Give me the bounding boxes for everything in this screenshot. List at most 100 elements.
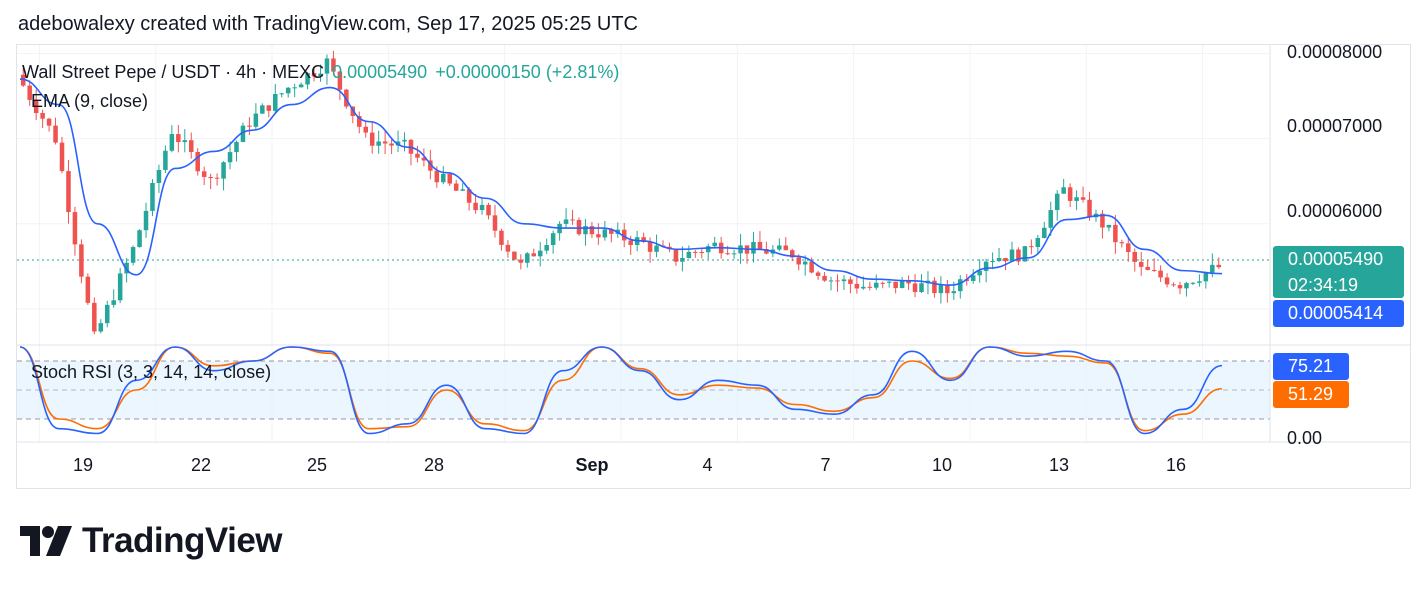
candle-body [188,140,194,152]
candle-body [854,283,860,289]
candle [686,245,692,259]
candle-body [1106,224,1112,228]
symbol-legend[interactable]: Wall Street Pepe / USDT · 4h · MEXC 0.000… [22,62,619,83]
bar-countdown: 02:34:19 [1288,275,1359,295]
candle-body [227,152,233,163]
candle-body [828,280,834,282]
candle-body [415,153,420,158]
candle-body [434,170,440,183]
candle-body [809,261,814,273]
candle [408,138,414,166]
candle-body [518,259,524,263]
candle-body [492,215,498,231]
symbol-name: Wall Street Pepe / USDT · 4h · MEXC [22,62,325,82]
candle-body [479,204,485,211]
candle-body [260,105,265,114]
candle [1022,246,1028,262]
candle-body [1113,224,1118,243]
tradingview-logo[interactable]: TradingView [20,521,283,561]
candle [441,166,446,185]
ema-label: EMA (9, close) [31,91,149,111]
candle-body [92,302,97,332]
candle [46,117,52,132]
candle [563,208,569,229]
candle-body [201,171,207,177]
candle-body [583,226,588,235]
candle [234,140,239,162]
candle [673,248,679,266]
candle [983,258,989,283]
candle-body [886,281,892,283]
price-tick-label: 0.00006000 [1287,201,1383,221]
candle [311,67,317,82]
candle-body [1016,249,1021,262]
candle [576,217,582,236]
candle [1035,234,1041,253]
candle [893,281,898,294]
candle [1158,265,1163,282]
candle [1054,190,1060,221]
candle-body [609,229,614,234]
candle [1119,239,1125,248]
candle-body [1080,197,1086,200]
candle-body [951,291,957,294]
candle-body [279,93,284,95]
candle-body [363,126,368,133]
candle-body [182,140,188,143]
candle-body [1145,266,1150,270]
candle-body [111,300,116,305]
candle [421,148,427,167]
candle [111,289,116,308]
candle-body [1171,284,1176,286]
stoch-rsi-legend[interactable]: Stoch RSI (3, 3, 14, 14, close) [31,362,271,383]
candle [104,300,110,328]
candle [802,255,808,276]
candle-body [1022,246,1028,262]
candle [1184,281,1189,297]
candle [1042,221,1047,239]
candle [544,238,549,254]
candle-body [996,257,1002,262]
candle [40,109,45,129]
candle-body [98,323,104,332]
candle [705,243,711,260]
candle-body [1138,261,1144,267]
candle-body [441,173,446,183]
ema-legend[interactable]: EMA (9, close) [31,91,148,112]
candle-body [705,246,711,253]
time-tick-label: 25 [307,455,328,475]
chart-frame[interactable] [16,44,1411,489]
candle [169,125,175,153]
candle [589,221,595,239]
candle [195,148,200,176]
candle [98,319,104,334]
candle [499,228,504,251]
candle [447,171,453,186]
candle [318,64,323,82]
candle [1113,215,1118,254]
candle [1009,241,1015,262]
candle [156,164,162,193]
candle [958,275,963,299]
candle-body [460,189,465,191]
candle-body [1210,264,1215,273]
candle [66,159,71,224]
candle-body [389,143,394,146]
candle [550,230,556,254]
candle-body [990,261,995,263]
candle-body [143,210,149,231]
candle-body [214,177,220,179]
time-tick-label: 7 [820,455,831,475]
candle-body [53,125,58,143]
candle-body [912,283,918,293]
candle-body [104,304,110,324]
candle [176,124,181,153]
candle [996,247,1002,263]
candle-body [1009,249,1015,262]
candle-body [1158,270,1163,278]
candle-body [453,183,459,191]
candle [486,202,491,220]
candle-body [1087,199,1092,218]
candle [79,239,84,284]
